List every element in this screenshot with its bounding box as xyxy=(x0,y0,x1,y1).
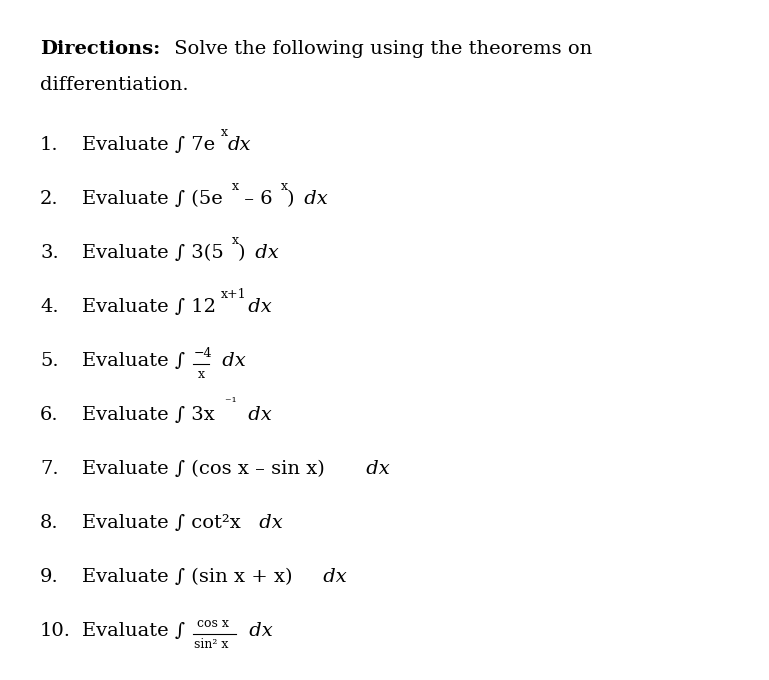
Text: dx: dx xyxy=(360,460,390,478)
Text: dx: dx xyxy=(241,406,271,424)
Text: dx: dx xyxy=(241,298,271,316)
Text: Evaluate ∫ (5e: Evaluate ∫ (5e xyxy=(82,190,223,208)
Text: 3.: 3. xyxy=(40,244,58,262)
Text: dx: dx xyxy=(318,568,347,586)
Text: differentiation.: differentiation. xyxy=(40,76,188,94)
Text: sin² x: sin² x xyxy=(194,638,228,651)
Text: 2.: 2. xyxy=(40,190,58,208)
Text: dx: dx xyxy=(298,190,328,208)
Text: Evaluate ∫: Evaluate ∫ xyxy=(82,622,185,640)
Text: x: x xyxy=(198,368,205,381)
Text: Solve the following using the theorems on: Solve the following using the theorems o… xyxy=(168,40,593,58)
Text: ⁻¹: ⁻¹ xyxy=(221,396,237,409)
Text: Evaluate ∫ 3(5: Evaluate ∫ 3(5 xyxy=(82,244,224,262)
Text: Directions:: Directions: xyxy=(40,40,160,58)
Text: −4: −4 xyxy=(194,347,212,360)
Text: x: x xyxy=(231,180,238,193)
Text: Evaluate ∫: Evaluate ∫ xyxy=(82,352,185,370)
Text: 10.: 10. xyxy=(40,622,71,640)
Text: – 6: – 6 xyxy=(238,190,272,208)
Text: 9.: 9. xyxy=(40,568,58,586)
Text: dx: dx xyxy=(248,244,278,262)
Text: x: x xyxy=(281,180,288,193)
Text: dx: dx xyxy=(243,622,273,640)
Text: x: x xyxy=(231,234,238,247)
Text: x: x xyxy=(221,126,228,139)
Text: x+1: x+1 xyxy=(221,288,247,301)
Text: dx: dx xyxy=(227,136,251,154)
Text: cos x: cos x xyxy=(198,617,229,630)
Text: 6.: 6. xyxy=(40,406,58,424)
Text: dx: dx xyxy=(253,514,283,532)
Text: 8.: 8. xyxy=(40,514,58,532)
Text: 5.: 5. xyxy=(40,352,58,370)
Text: Evaluate ∫ 3x: Evaluate ∫ 3x xyxy=(82,406,215,424)
Text: Evaluate ∫ 7e: Evaluate ∫ 7e xyxy=(82,136,215,154)
Text: dx: dx xyxy=(215,352,245,370)
Text: 4.: 4. xyxy=(40,298,58,316)
Text: Evaluate ∫ (sin x + x): Evaluate ∫ (sin x + x) xyxy=(82,568,292,586)
Text: 1.: 1. xyxy=(40,136,58,154)
Text: ): ) xyxy=(287,190,295,208)
Text: Evaluate ∫ (cos x – sin x): Evaluate ∫ (cos x – sin x) xyxy=(82,460,325,478)
Text: Evaluate ∫ 12: Evaluate ∫ 12 xyxy=(82,298,216,316)
Text: ): ) xyxy=(238,244,245,262)
Text: Evaluate ∫ cot²x: Evaluate ∫ cot²x xyxy=(82,514,241,532)
Text: 7.: 7. xyxy=(40,460,58,478)
